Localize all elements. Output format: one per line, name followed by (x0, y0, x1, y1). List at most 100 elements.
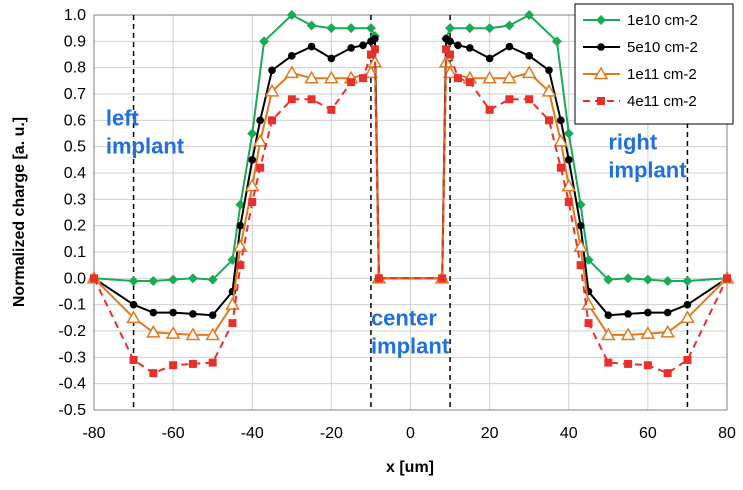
data-point (169, 361, 178, 370)
y-tick-label: 0.6 (64, 112, 86, 129)
data-point (126, 310, 141, 324)
data-point (484, 23, 495, 34)
y-tick-label: -0.1 (58, 297, 86, 314)
x-tick-label: 20 (481, 425, 499, 442)
series-line (93, 48, 728, 375)
data-point (564, 156, 573, 164)
annotations: left implant right implant center implant (106, 106, 687, 359)
data-point (662, 275, 673, 286)
data-point (624, 310, 632, 318)
y-tick-label: 0.3 (64, 191, 86, 208)
x-tick-label: -20 (320, 425, 343, 442)
y-tick-label: 0.4 (64, 165, 86, 182)
legend-entry: 1e11 cm-2 (583, 66, 697, 83)
data-point (327, 54, 336, 63)
x-tick-label: -40 (241, 425, 264, 442)
data-point (505, 42, 514, 51)
data-point (482, 70, 497, 84)
data-point (374, 274, 383, 283)
data-point (485, 105, 494, 114)
data-point (525, 95, 534, 104)
data-point (169, 308, 177, 317)
data-point (146, 324, 161, 338)
data-point (576, 221, 585, 230)
data-point (583, 254, 594, 265)
annotation-label: implant (608, 157, 687, 182)
data-point (346, 23, 357, 34)
data-point (365, 23, 376, 34)
legend-entry: 5e10 cm-2 (583, 39, 698, 56)
x-tick-label: -80 (82, 425, 105, 442)
y-tick-label: 0.5 (64, 139, 86, 156)
data-point (683, 355, 692, 364)
data-point (556, 163, 565, 172)
y-tick-label: -0.3 (58, 349, 86, 366)
data-point (545, 66, 553, 75)
data-point (187, 273, 198, 284)
data-point (287, 95, 296, 104)
data-point (244, 178, 260, 192)
data-point (601, 327, 616, 341)
data-point (208, 358, 217, 367)
series-4e11-cm-2 (90, 45, 731, 378)
data-point (644, 308, 652, 317)
y-tick-label: 0.8 (64, 60, 86, 77)
y-tick-label: 0.9 (64, 33, 86, 50)
data-point (129, 300, 138, 309)
data-point (236, 261, 245, 270)
x-axis-title: x [um] (386, 459, 434, 476)
data-point (207, 274, 218, 285)
data-point (442, 65, 458, 79)
data-point (208, 311, 217, 320)
data-point (288, 52, 296, 60)
data-point (680, 310, 695, 324)
y-tick-label: 0.0 (64, 270, 86, 287)
data-point (326, 23, 337, 34)
data-point (324, 70, 339, 84)
data-point (304, 70, 319, 84)
data-point (502, 70, 517, 84)
legend-label: 1e10 cm-2 (627, 12, 698, 29)
x-tick-label: -60 (162, 425, 185, 442)
data-point (604, 311, 613, 320)
data-point (564, 197, 573, 206)
data-point (284, 65, 300, 79)
y-tick-label: -0.5 (58, 402, 86, 419)
y-tick-label: 0.1 (64, 244, 86, 261)
annotation-label: left (106, 106, 140, 131)
y-tick-label: 0.2 (64, 218, 86, 235)
data-point (563, 128, 574, 139)
y-tick-label: -0.4 (58, 376, 86, 393)
data-point (553, 133, 569, 147)
data-point (248, 197, 257, 206)
data-point (524, 10, 535, 20)
data-point (446, 50, 455, 59)
annotation-label: implant (106, 134, 185, 159)
annotation-label: center (371, 306, 437, 331)
data-point (551, 36, 562, 47)
data-point (252, 133, 268, 147)
y-tick-label: -0.2 (58, 323, 86, 340)
data-point (128, 275, 139, 286)
data-point (307, 42, 316, 51)
data-point (620, 327, 636, 341)
data-point (683, 300, 692, 309)
data-point (642, 274, 653, 285)
data-point (306, 20, 317, 31)
data-point (149, 308, 158, 317)
data-point (504, 20, 515, 31)
y-axis-title: Normalized charge [a. u.] (11, 117, 28, 307)
data-point (557, 116, 565, 125)
data-point (129, 355, 138, 364)
data-point (597, 43, 605, 51)
data-point (682, 275, 693, 286)
data-point (573, 239, 588, 252)
data-point (603, 274, 614, 285)
annotation-label: implant (371, 334, 450, 359)
data-point (505, 95, 514, 104)
series-layer (86, 10, 735, 378)
data-point (438, 274, 447, 283)
data-point (359, 74, 368, 83)
data-point (723, 274, 731, 283)
data-point (90, 274, 98, 283)
